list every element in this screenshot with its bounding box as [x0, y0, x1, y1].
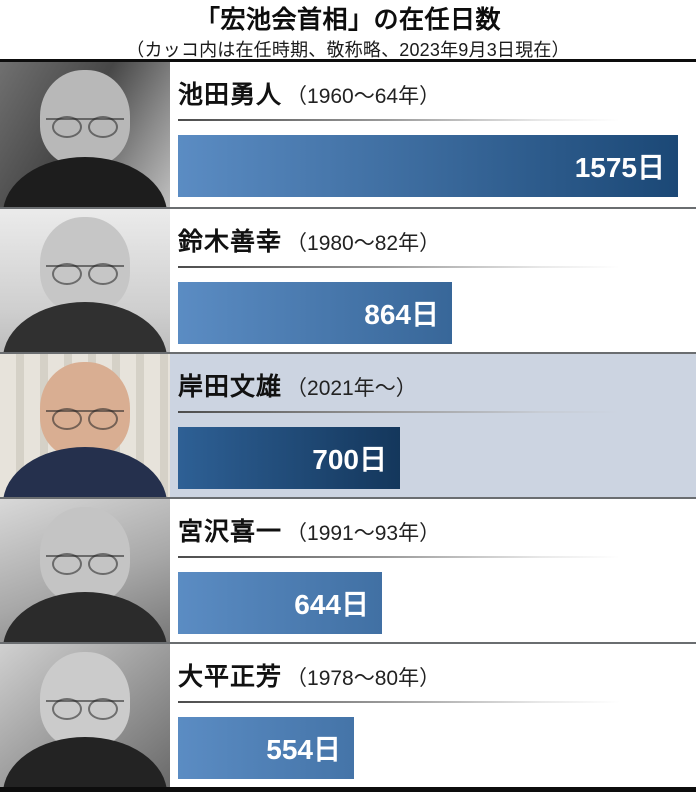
tenure-days-label: 864日 — [364, 299, 439, 330]
pm-row: 池田勇人 （1960～64年） 1575日 — [0, 62, 696, 207]
divider-rule — [178, 119, 643, 121]
pm-name-line: 池田勇人 （1960～64年） — [178, 75, 696, 111]
chart-title: 「宏池会首相」の在任日数 — [194, 6, 501, 34]
glasses-icon — [46, 698, 124, 722]
chart-subtitle: （カッコ内は在任時期、敬称略、2023年9月3日現在） — [126, 39, 570, 60]
pm-row-content: 鈴木善幸 （1980～82年） 864日 — [170, 209, 696, 352]
pm-tenure-period: （2021年～） — [286, 377, 417, 400]
divider-rule — [178, 701, 643, 703]
pm-name-line: 岸田文雄 （2021年～） — [178, 367, 696, 403]
glasses-icon — [46, 116, 124, 140]
tenure-bar: 864日 — [178, 282, 452, 344]
portrait-shoulders-silhouette — [3, 157, 167, 207]
pm-row-content: 池田勇人 （1960～64年） 1575日 — [170, 62, 696, 207]
pm-row: 岸田文雄 （2021年～） 700日 — [0, 352, 696, 497]
pm-name-line: 大平正芳 （1978～80年） — [178, 657, 696, 693]
pm-row: 宮沢喜一 （1991～93年） 644日 — [0, 497, 696, 642]
tenure-bar: 700日 — [178, 427, 400, 489]
tenure-days-label: 700日 — [312, 444, 387, 475]
pm-name: 岸田文雄 — [178, 373, 283, 401]
pm-name: 池田勇人 — [178, 81, 283, 109]
pm-tenure-period: （1991～93年） — [286, 522, 441, 545]
pm-photo — [0, 499, 170, 642]
tenure-days-label: 554日 — [266, 734, 341, 765]
pm-row-content: 宮沢喜一 （1991～93年） 644日 — [170, 499, 696, 642]
pm-tenure-period: （1978～80年） — [286, 667, 441, 690]
tenure-bar: 644日 — [178, 572, 382, 634]
divider-rule — [178, 266, 643, 268]
glasses-icon — [46, 263, 124, 287]
tenure-days-label: 1575日 — [574, 152, 665, 183]
portrait-shoulders-silhouette — [3, 447, 167, 497]
chart-rows: 池田勇人 （1960～64年） 1575日 鈴木善幸 （1980～82年） 864日 — [0, 62, 696, 792]
pm-name: 宮沢喜一 — [178, 518, 283, 546]
portrait-shoulders-silhouette — [3, 592, 167, 642]
pm-name: 大平正芳 — [178, 663, 283, 691]
tenure-bar: 1575日 — [178, 135, 678, 197]
tenure-days-label: 644日 — [294, 589, 369, 620]
chart-header: 「宏池会首相」の在任日数 （カッコ内は在任時期、敬称略、2023年9月3日現在） — [0, 0, 696, 62]
pm-name-line: 宮沢喜一 （1991～93年） — [178, 512, 696, 548]
pm-name: 鈴木善幸 — [178, 228, 283, 256]
portrait-shoulders-silhouette — [3, 302, 167, 352]
pm-row: 大平正芳 （1978～80年） 554日 — [0, 642, 696, 787]
portrait-shoulders-silhouette — [3, 737, 167, 787]
pm-tenure-period: （1980～82年） — [286, 232, 441, 255]
pm-row-content: 岸田文雄 （2021年～） 700日 — [170, 354, 696, 497]
pm-row-content: 大平正芳 （1978～80年） 554日 — [170, 644, 696, 787]
divider-rule — [178, 411, 643, 413]
glasses-icon — [46, 553, 124, 577]
glasses-icon — [46, 408, 124, 432]
pm-row: 鈴木善幸 （1980～82年） 864日 — [0, 207, 696, 352]
pm-photo — [0, 354, 170, 497]
divider-rule — [178, 556, 643, 558]
pm-name-line: 鈴木善幸 （1980～82年） — [178, 222, 696, 258]
pm-photo — [0, 209, 170, 352]
tenure-bar: 554日 — [178, 717, 354, 779]
pm-photo — [0, 644, 170, 787]
pm-photo — [0, 62, 170, 207]
pm-tenure-period: （1960～64年） — [286, 85, 441, 108]
